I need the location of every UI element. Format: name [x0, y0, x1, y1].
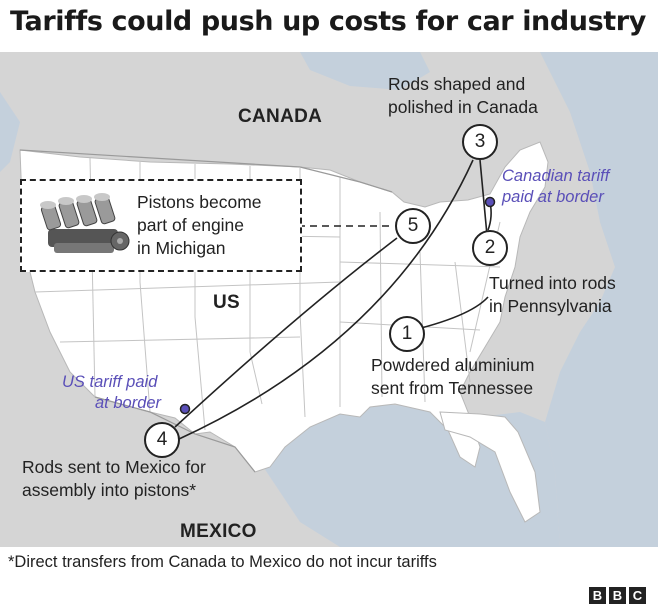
us-tariff-label: US tariff paid at border — [62, 373, 162, 412]
logo-letter: B — [609, 587, 626, 604]
country-label-canada: CANADA — [238, 106, 323, 127]
route-3-4 — [178, 159, 474, 440]
step-5-label: Pistons become part of engine in Michiga… — [137, 192, 262, 258]
step-4-marker: 4 — [144, 422, 180, 458]
step-3-marker: 3 — [462, 124, 498, 160]
page-title: Tariffs could push up costs for car indu… — [10, 6, 646, 37]
engine-icon — [40, 193, 130, 253]
map: CANADA US MEXICO 1 2 3 4 5 Powdered alum… — [0, 52, 658, 547]
atlantic-ocean — [540, 52, 658, 547]
canada-tariff-label: Canadian tariff paid at border — [502, 167, 610, 206]
mexico-border — [94, 396, 256, 473]
pacific-ocean — [0, 92, 20, 172]
bbc-logo: B B C — [589, 587, 646, 604]
country-label-mexico: MEXICO — [180, 521, 257, 542]
footnote: *Direct transfers from Canada to Mexico … — [8, 553, 437, 571]
route-4-5 — [174, 237, 398, 428]
logo-letter: C — [629, 587, 646, 604]
step-3-label: Rods shaped and polished in Canada — [388, 74, 538, 117]
country-label-us: US — [213, 292, 240, 313]
step-2-label: Turned into rods in Pennsylvania — [489, 273, 616, 316]
step-1-label: Powdered aluminium sent from Tennessee — [371, 355, 535, 398]
step-4-label: Rods sent to Mexico for assembly into pi… — [22, 457, 206, 500]
logo-letter: B — [589, 587, 606, 604]
hudson-bay — [300, 52, 430, 90]
step-2-marker: 2 — [472, 230, 508, 266]
us-tariff-marker — [179, 403, 191, 415]
footer: *Direct transfers from Canada to Mexico … — [0, 547, 658, 611]
canada-tariff-marker — [484, 196, 496, 208]
florida — [439, 411, 541, 523]
step-1-marker: 1 — [389, 316, 425, 352]
step-5-marker: 5 — [395, 208, 431, 244]
canada-border — [19, 149, 393, 193]
engine-callout: Pistons become part of engine in Michiga… — [20, 179, 302, 272]
